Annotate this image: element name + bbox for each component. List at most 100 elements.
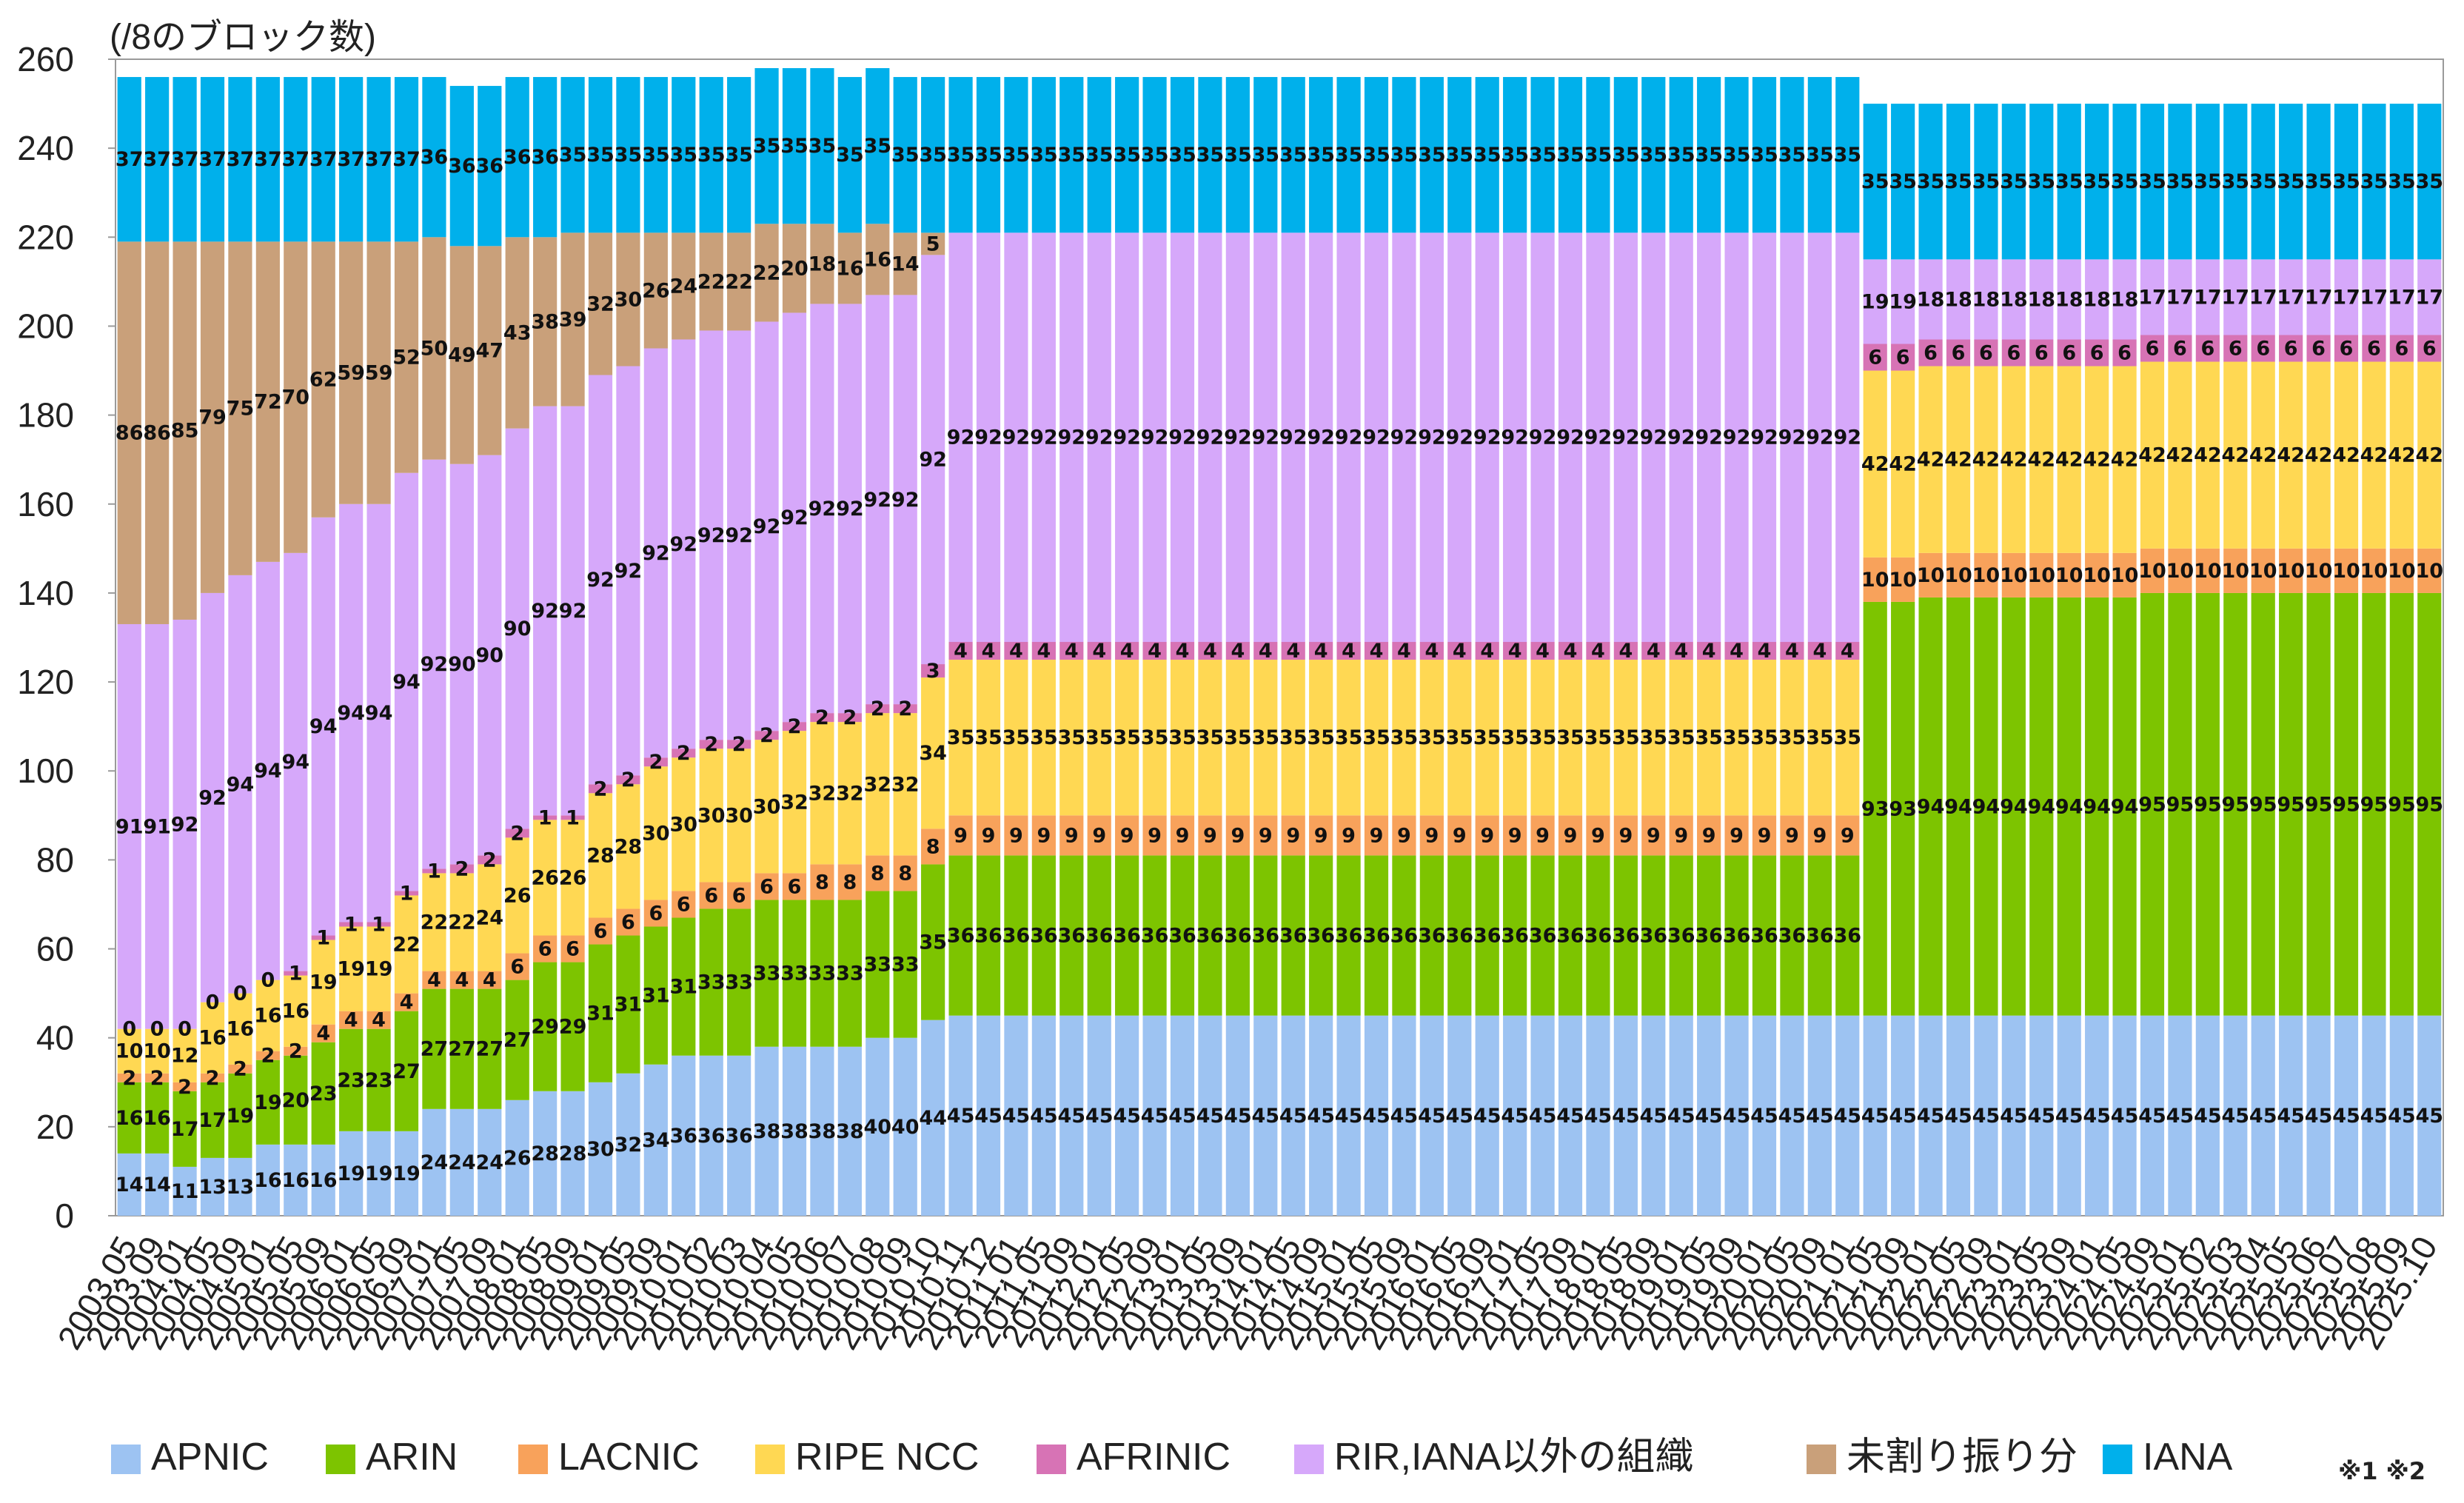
- data-label: 35: [1473, 144, 1502, 167]
- bar-segment-IANA: [2112, 104, 2137, 260]
- data-label: 36: [1168, 925, 1196, 948]
- data-label: 4: [400, 991, 414, 1014]
- data-label: 6: [2006, 342, 2021, 365]
- data-label: 4: [455, 969, 469, 992]
- data-label: 36: [1085, 925, 1114, 948]
- bar-segment-IANA: [339, 77, 364, 242]
- bar-segment-ARIN: [1558, 855, 1583, 1016]
- bar-segment-RIR,IANA以外の組織: [1419, 232, 1444, 643]
- data-label: 19: [1861, 290, 1889, 313]
- data-label: 45: [1473, 1105, 1502, 1128]
- data-label: 11: [171, 1180, 199, 1203]
- data-label: 6: [2118, 342, 2132, 365]
- data-label: 45: [947, 1105, 975, 1128]
- bar-segment-RIR,IANA以外の組織: [727, 330, 751, 740]
- data-label: 42: [2332, 444, 2360, 467]
- data-label: 17: [198, 1109, 227, 1132]
- bar-group: [754, 68, 779, 1216]
- bar-segment-RIPE NCC: [754, 740, 779, 874]
- bar-segment-ARIN: [422, 988, 446, 1109]
- data-label: 92: [836, 498, 864, 520]
- data-label: 35: [808, 135, 837, 158]
- data-label: 2: [483, 848, 497, 871]
- data-label: 26: [559, 866, 587, 889]
- data-label: 36: [1362, 925, 1390, 948]
- data-label: 95: [2277, 793, 2305, 816]
- bar-segment-AFRINIC: [1974, 339, 1998, 366]
- bar-group: [948, 77, 973, 1216]
- bar-segment-RIPE NCC: [1281, 660, 1305, 816]
- data-label: 36: [1473, 925, 1502, 948]
- bar-group: [145, 77, 170, 1216]
- legend-label: ARIN: [366, 1436, 458, 1479]
- bar-segment-ARIN: [560, 962, 585, 1091]
- data-label: 33: [725, 971, 753, 994]
- bar-segment-AFRINIC: [1253, 642, 1278, 660]
- data-label: 31: [642, 985, 670, 1008]
- y-tick-label: 240: [17, 129, 74, 167]
- bar-segment-RIPE NCC: [2001, 366, 2026, 553]
- bar-segment-AFRINIC: [2279, 335, 2303, 362]
- bar-segment-LACNIC: [643, 900, 668, 927]
- bar-segment-RIPE NCC: [1225, 660, 1250, 816]
- bar-segment-RIPE NCC: [284, 975, 308, 1047]
- data-label: 92: [1002, 426, 1031, 449]
- data-label: 92: [1057, 426, 1085, 449]
- bar-segment-APNIC: [1475, 1015, 1499, 1216]
- bar-segment-LACNIC: [394, 993, 419, 1011]
- bar-segment-IANA: [1336, 77, 1361, 233]
- bar-segment-RIR,IANA以外の組織: [2085, 259, 2109, 340]
- bar-segment-IANA: [2389, 104, 2414, 260]
- data-label: 27: [421, 1038, 449, 1061]
- bar-segment-ARIN: [117, 1082, 141, 1154]
- bar-group: [1946, 104, 1971, 1216]
- data-label: 38: [836, 1120, 864, 1143]
- bar-segment-ARIN: [1586, 855, 1610, 1016]
- data-label: 31: [669, 976, 697, 999]
- bar-segment-RIR,IANA以外の組織: [311, 517, 335, 936]
- data-label: 2: [677, 742, 691, 765]
- data-label: 36: [1196, 925, 1225, 948]
- data-label: 35: [780, 135, 808, 158]
- bar-segment-APNIC: [2112, 1015, 2137, 1216]
- data-label: 16: [198, 1027, 227, 1050]
- bar-segment-APNIC: [1946, 1015, 1971, 1216]
- bar-segment-RIR,IANA以外の組織: [2334, 259, 2359, 335]
- bar-segment-IANA: [616, 77, 640, 233]
- bar-segment-LACNIC: [1641, 815, 1666, 856]
- bar-segment-RIPE NCC: [200, 1002, 225, 1074]
- bar-segment-ARIN: [1059, 855, 1084, 1016]
- data-label: 16: [281, 1169, 309, 1192]
- bar-segment-RIR,IANA以外の組織: [228, 575, 252, 994]
- bar-group: [1087, 77, 1111, 1216]
- data-label: 35: [1861, 170, 1889, 193]
- data-label: 4: [1065, 640, 1079, 663]
- bar-segment-RIR,IANA以外の組織: [1724, 232, 1749, 643]
- data-label: 9: [1508, 824, 1522, 847]
- bar-group: [117, 77, 141, 1216]
- data-label: 91: [143, 815, 171, 838]
- bar-segment-LACNIC: [893, 855, 917, 891]
- bar-group: [394, 77, 419, 1216]
- bar-segment-ARIN: [810, 900, 834, 1047]
- bar-segment-APNIC: [533, 1091, 558, 1216]
- data-label: 35: [1418, 144, 1446, 167]
- bar-group: [2001, 104, 2026, 1216]
- data-label: 35: [1639, 726, 1667, 749]
- bar-segment-RIR,IANA以外の組織: [1336, 232, 1361, 643]
- data-label: 35: [2415, 170, 2443, 193]
- bar-segment-RIR,IANA以外の組織: [2306, 259, 2331, 335]
- bar-segment-APNIC: [1780, 1015, 1804, 1216]
- data-label: 35: [1279, 144, 1308, 167]
- bar-group: [311, 77, 335, 1216]
- bar-segment-RIR,IANA以外の組織: [672, 339, 696, 749]
- bar-segment-未割り振り分: [893, 232, 917, 295]
- data-label: 42: [2166, 444, 2194, 467]
- data-label: 35: [1612, 144, 1640, 167]
- data-label: 35: [1778, 144, 1807, 167]
- bar-segment-AFRINIC: [643, 757, 668, 767]
- bar-segment-APNIC: [1419, 1015, 1444, 1216]
- bar-segment-ARIN: [1503, 855, 1527, 1016]
- bar-segment-LACNIC: [1281, 815, 1305, 856]
- bar-segment-AFRINIC: [560, 815, 585, 820]
